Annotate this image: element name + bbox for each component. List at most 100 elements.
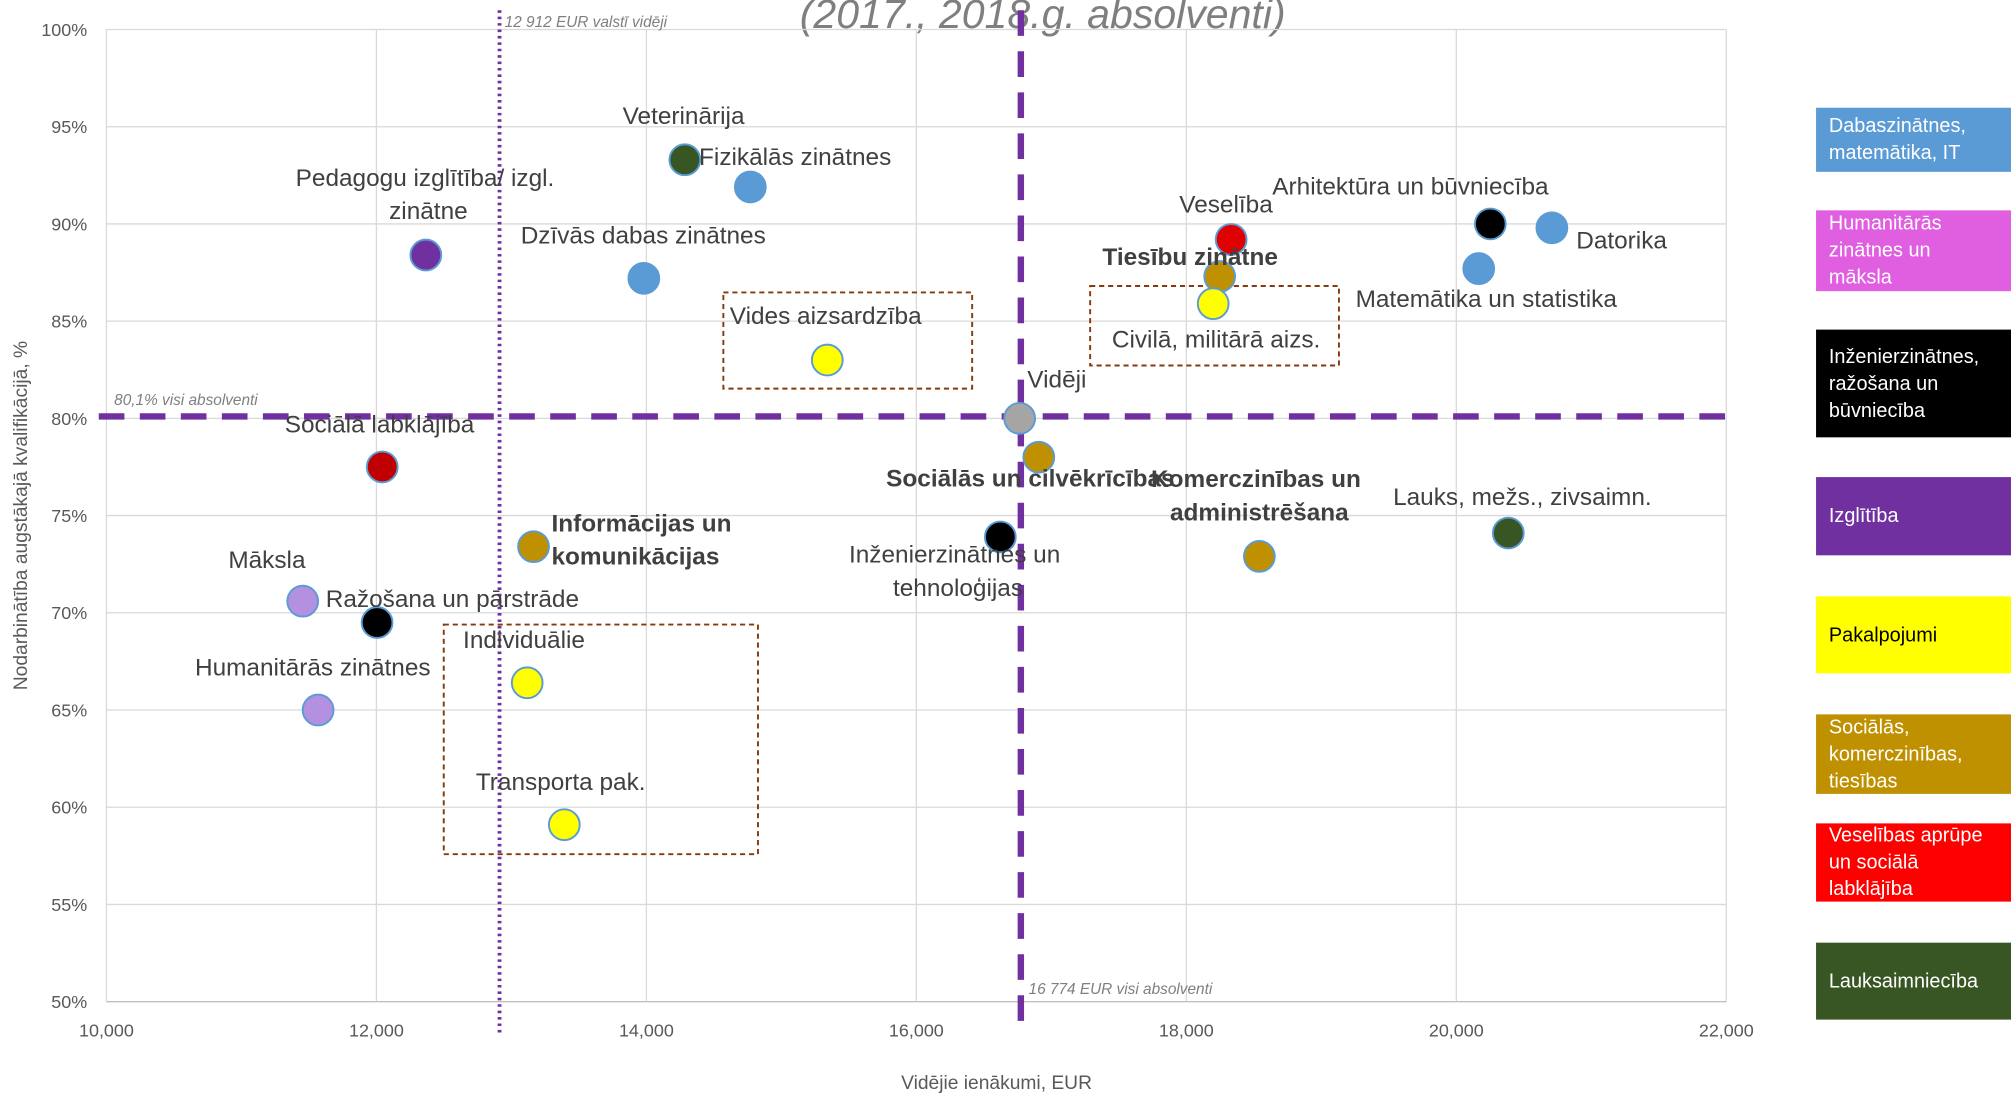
y-tick-label: 95% [51,117,87,137]
legend-entry: Veselības aprūpe un sociālā labklājība [1828,824,1983,901]
y-tick-label: 80% [51,409,87,429]
point-label: Tiesību zinātne [1102,244,1278,271]
x-tick-label: 10,000 [79,1020,134,1040]
legend-entry: Humanitārās zinātnes un māksla [1829,213,1942,289]
y-tick-label: 55% [51,895,87,915]
group-box [722,291,974,390]
point-label: Matemātika un statistika [1356,286,1618,313]
label-line: Pedagogu izglītība/ izgl. [296,165,561,192]
point-label: Datorika [1576,227,1667,254]
point [1003,402,1036,435]
x-tick-label: 12,000 [349,1020,404,1040]
point [510,666,544,700]
point-label: Komerczinības un administrēšana [1151,466,1368,526]
legend-label: Izglītība [1828,505,1899,528]
y-tick-label: 50% [51,992,87,1012]
point-label: Pedagogu izglītība/ izgl. zinātne [296,165,561,225]
legend-entry: Dabaszinātnes, matemātika, IT [1828,115,1966,165]
point [1022,440,1056,474]
legend-entry: Pakalpojumi [1828,623,1938,646]
point-label: Fizikālās zinātnes [699,144,891,171]
point [983,520,1017,554]
point-label: Veterinārija [623,103,745,130]
legend-entry: Lauksaimniecība [1828,970,1979,993]
point-label: Transporta pak. [476,769,646,796]
legend-swatch [1816,596,2011,674]
point [1462,252,1496,286]
x-tick-label: 16,000 [889,1020,944,1040]
point [409,238,443,272]
x-tick-label: 14,000 [619,1020,674,1040]
reference-label: 12 912 EUR valstī vidēji [505,14,668,31]
legend-swatch [1816,329,2011,438]
label-line: administrēšana [1170,499,1349,526]
point-label: Individuālie [463,627,585,654]
y-tick-label: 100% [41,20,87,40]
chart-title: (2017., 2018.g. absolventi) [800,0,1286,37]
y-tick-label: 60% [51,798,87,818]
point-label: Lauks, mežs., zivsaimn. [1393,484,1652,511]
y-tick-label: 85% [51,312,87,332]
point-label: Informācijas un komunikācijas [552,510,739,570]
group-box [442,623,759,856]
legend-label: Sociālās, komerczinības, tiesības [1828,716,1963,792]
point-label: Māksla [228,547,306,574]
legend: Dabaszinātnes, matemātika, IT Humanitārās… [1816,107,2011,1020]
point-label: Ražošana un pārstrāde [326,586,579,613]
legend-entry: Inženierzinātnes, ražošana un būvniecība [1828,345,1980,422]
point-label: Vidēji [1027,367,1086,394]
point-label: Sociālās un cilvēkrīcības [886,466,1174,493]
point [547,808,581,842]
point-label: Civilā, militārā aizs. [1112,326,1320,353]
y-tick-label: 90% [51,214,87,234]
points: Veterinārija Fizikālās zinātnes Pedagogu i… [195,103,1667,842]
point [1491,516,1525,550]
legend-label: Lauksaimniecība [1828,970,1979,993]
legend-label: Dabaszinātnes, matemātika, IT [1828,115,1966,165]
reference-label: 80,1% visi absolventi [114,392,258,409]
point [301,693,335,727]
point-label: Humanitārās zinātnes [195,654,431,681]
label-line: Informācijas un [552,510,739,537]
grid: 10,000 12,000 14,000 16,000 18,000 20,000 22,0… [41,20,1753,1040]
label-line: komunikācijas [552,544,720,571]
y-tick-label: 75% [51,506,87,526]
point [1243,540,1276,573]
group-box [1089,285,1340,367]
point [810,343,844,377]
point [1473,207,1507,241]
x-tick-label: 18,000 [1159,1020,1214,1040]
point-label: Inženierzinātnes un tehnoloģijas [849,542,1067,602]
y-tick-label: 65% [51,700,87,720]
legend-swatch [1816,210,2011,292]
legend-swatch [1816,477,2011,556]
point-label: Veselība [1179,192,1273,219]
y-axis-label: Nodarbinātība augstākajā kvalifikācijā, … [11,341,32,690]
legend-entry: Izglītība [1828,505,1899,528]
point [360,606,394,639]
label-line: tehnoloģijas [893,575,1023,602]
legend-swatch [1816,823,2011,902]
x-tick-label: 20,000 [1429,1020,1484,1040]
point [1214,223,1248,256]
legend-swatch [1816,107,2011,172]
legend-swatch [1816,714,2011,794]
point [668,143,702,177]
point [627,262,661,295]
label-line: Inženierzinātnes un [849,542,1067,569]
point [365,450,399,484]
legend-label: Veselības aprūpe un sociālā labklājība [1828,824,1983,901]
point [286,584,320,618]
reference-lines: 12 912 EUR valstī vidēji 16 774 EUR visi … [98,10,1727,1037]
point [1535,211,1569,245]
point-label: Dzīvās dabas zinātnes [521,223,766,250]
point-label: Sociālā labklājība [285,411,475,438]
legend-label: Pakalpojumi [1828,623,1938,646]
legend-entry: Sociālās, komerczinības, tiesības [1828,716,1963,792]
label-line: zinātne [389,198,468,225]
legend-label: Inženierzinātnes, ražošana un būvniecība [1828,345,1980,422]
x-axis-label: Vidējie ienākumi, EUR [901,1073,1092,1094]
x-tick-label: 22,000 [1699,1020,1754,1040]
